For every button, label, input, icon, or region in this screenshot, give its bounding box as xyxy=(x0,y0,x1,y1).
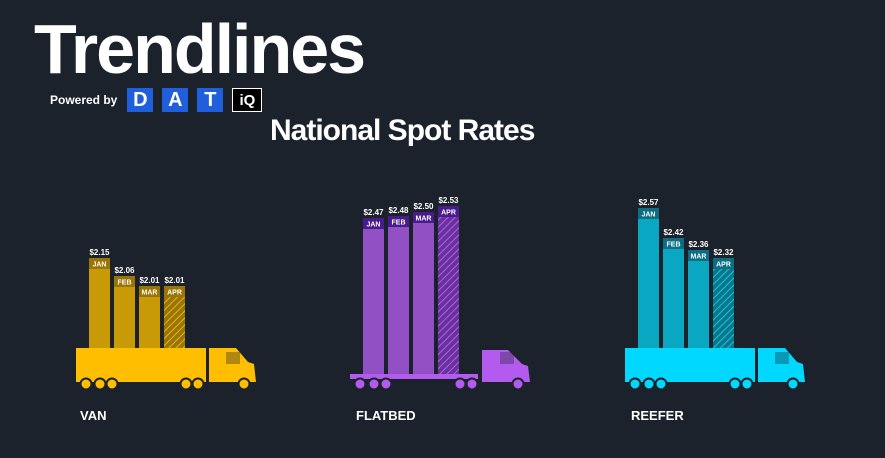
logo-iq: iQ xyxy=(232,88,263,112)
bar-reefer-feb xyxy=(663,238,684,348)
truck-wheel-van-1 xyxy=(93,377,107,391)
logo-letter-a: A xyxy=(162,88,189,112)
value-label-van-jan: $2.15 xyxy=(89,248,110,257)
value-label-flatbed-jan: $2.47 xyxy=(363,208,384,217)
bar-flatbed-apr xyxy=(438,206,459,374)
bar-van-feb xyxy=(114,276,135,348)
truck-wheel-van-0 xyxy=(79,377,93,391)
truck-trailer-van xyxy=(76,348,206,382)
truck-wheel-flatbed-0 xyxy=(353,377,367,391)
category-label-van-jan: JAN xyxy=(92,262,106,269)
logo-letter-d: D xyxy=(127,88,154,112)
value-label-flatbed-mar: $2.50 xyxy=(413,202,434,211)
bar-tag-van-apr xyxy=(164,286,185,297)
truck-wheel-reefer-3 xyxy=(728,377,742,391)
value-label-van-mar: $2.01 xyxy=(139,276,160,285)
bar-reefer-jan xyxy=(638,208,659,348)
bar-flatbed-jan xyxy=(363,218,384,374)
value-label-reefer-jan: $2.57 xyxy=(638,198,659,207)
category-label-reefer-feb: FEB xyxy=(667,242,681,249)
value-label-reefer-feb: $2.42 xyxy=(663,228,684,237)
truck-wheel-reefer-1 xyxy=(642,377,656,391)
truck-wheel-flatbed-1 xyxy=(367,377,381,391)
truck-wheel-flatbed-3 xyxy=(453,377,467,391)
truck-trailer-flatbed xyxy=(350,374,478,379)
series-label-flatbed: FLATBED xyxy=(356,408,416,423)
category-label-van-feb: FEB xyxy=(118,280,132,287)
category-label-van-apr: APR xyxy=(167,290,182,297)
series-label-reefer: REEFER xyxy=(631,408,684,423)
bar-tag-flatbed-apr xyxy=(438,206,459,217)
truck-cab-flatbed xyxy=(482,350,530,382)
truck-wheel-reefer-4 xyxy=(740,377,754,391)
bar-reefer-apr xyxy=(713,258,734,348)
truck-wheel-flatbed-2 xyxy=(379,377,393,391)
truck-wheel-van-2 xyxy=(105,377,119,391)
truck-wheel-flatbed-4 xyxy=(465,377,479,391)
truck-wheel-flatbed-5 xyxy=(511,377,525,391)
truck-trailer-reefer xyxy=(625,348,755,382)
bar-tag-flatbed-jan xyxy=(363,218,384,229)
value-label-van-feb: $2.06 xyxy=(114,266,135,275)
bar-tag-flatbed-feb xyxy=(388,216,409,227)
powered-by-text: Powered by xyxy=(50,93,118,107)
category-label-flatbed-jan: JAN xyxy=(366,222,380,229)
truck-wheel-reefer-0 xyxy=(628,377,642,391)
category-label-flatbed-apr: APR xyxy=(441,210,456,217)
bar-tag-flatbed-mar xyxy=(413,212,434,223)
bar-tag-reefer-mar xyxy=(688,250,709,261)
truck-wheel-van-5 xyxy=(237,377,251,391)
value-label-reefer-apr: $2.32 xyxy=(713,248,734,257)
logo-letter-t: T xyxy=(197,88,224,112)
brand-title: Trendlines xyxy=(34,10,366,88)
bar-van-jan xyxy=(89,258,110,348)
truck-window-reefer xyxy=(775,352,789,364)
bar-reefer-mar xyxy=(688,250,709,348)
truck-wheel-van-4 xyxy=(191,377,205,391)
truck-cab-van xyxy=(209,348,256,382)
bar-tag-van-feb xyxy=(114,276,135,287)
series-label-van: VAN xyxy=(80,408,107,423)
bar-tag-reefer-feb xyxy=(663,238,684,249)
category-label-reefer-apr: APR xyxy=(716,262,731,269)
bar-tag-van-jan xyxy=(89,258,110,269)
bar-flatbed-mar xyxy=(413,212,434,374)
category-label-reefer-jan: JAN xyxy=(641,212,655,219)
truck-wheel-van-3 xyxy=(179,377,193,391)
bar-flatbed-feb xyxy=(388,216,409,374)
truck-window-flatbed xyxy=(500,352,514,364)
truck-cab-reefer xyxy=(758,348,805,382)
category-label-flatbed-feb: FEB xyxy=(392,220,406,227)
value-label-reefer-mar: $2.36 xyxy=(688,240,709,249)
category-label-flatbed-mar: MAR xyxy=(416,216,432,223)
category-label-reefer-mar: MAR xyxy=(691,254,707,261)
truck-wheel-reefer-2 xyxy=(654,377,668,391)
value-label-flatbed-feb: $2.48 xyxy=(388,206,409,215)
bar-van-mar xyxy=(139,286,160,348)
value-label-van-apr: $2.01 xyxy=(164,276,185,285)
category-label-van-mar: MAR xyxy=(142,290,158,297)
truck-window-van xyxy=(226,352,240,364)
truck-wheel-reefer-5 xyxy=(786,377,800,391)
bar-van-apr xyxy=(164,286,185,348)
bar-tag-reefer-apr xyxy=(713,258,734,269)
chart-title: National Spot Rates xyxy=(270,114,535,147)
value-label-flatbed-apr: $2.53 xyxy=(438,196,459,205)
bar-tag-van-mar xyxy=(139,286,160,297)
bar-tag-reefer-jan xyxy=(638,208,659,219)
powered-by: Powered by D A T iQ xyxy=(50,88,263,112)
